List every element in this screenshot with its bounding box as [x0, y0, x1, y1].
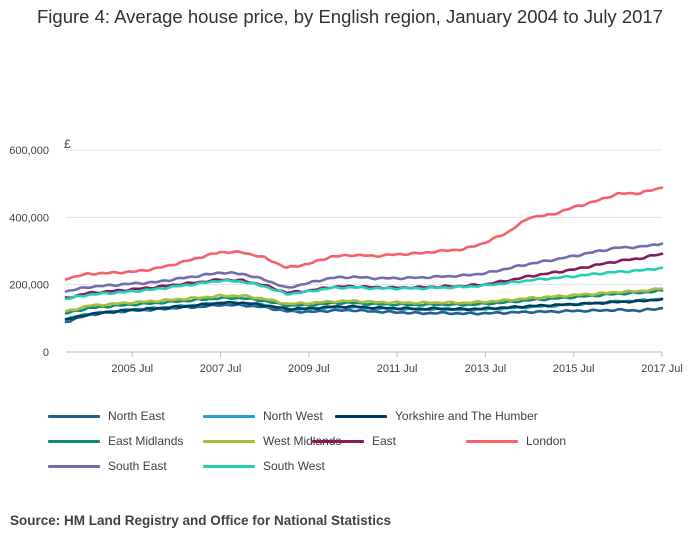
- legend-item[interactable]: East Midlands: [48, 431, 183, 451]
- x-tick-label: 2017 Jul: [641, 363, 683, 375]
- y-tick-label: 400,000: [9, 212, 49, 224]
- x-tick-label: 2009 Jul: [288, 363, 330, 375]
- source-note: Source: HM Land Registry and Office for …: [10, 513, 392, 528]
- legend-item[interactable]: Yorkshire and The Humber: [335, 406, 538, 426]
- series-lines: [64, 186, 664, 324]
- legend-label: North East: [108, 409, 165, 423]
- legend-swatch: [466, 439, 518, 443]
- y-axis-ticks: 0 200,000 400,000 600,000: [9, 145, 49, 359]
- series-line-south-west: [64, 266, 664, 301]
- legend-label: North West: [263, 409, 323, 423]
- legend-swatch: [203, 439, 255, 443]
- legend-swatch: [203, 464, 255, 468]
- y-tick-label: 0: [43, 347, 49, 359]
- legend-swatch: [335, 414, 387, 418]
- legend-swatch: [203, 414, 255, 418]
- y-tick-label: 200,000: [9, 280, 49, 292]
- legend-item[interactable]: East: [312, 431, 396, 451]
- legend-label: South West: [263, 459, 325, 473]
- x-tick-label: 2007 Jul: [200, 363, 242, 375]
- legend-label: East: [372, 434, 397, 448]
- y-tick-label: 600,000: [9, 145, 49, 157]
- legend-item[interactable]: North West: [203, 406, 323, 426]
- legend-swatch: [48, 414, 100, 418]
- legend-label: London: [526, 434, 567, 448]
- legend-item[interactable]: West Midlands: [203, 431, 341, 451]
- legend-item[interactable]: South East: [48, 456, 167, 476]
- x-tick-label: 2015 Jul: [553, 363, 595, 375]
- legend-swatch: [48, 439, 100, 443]
- legend-label: East Midlands: [108, 434, 184, 448]
- legend-swatch: [312, 439, 364, 443]
- x-tick-label: 2011 Jul: [377, 363, 418, 375]
- x-axis: 2005 Jul 2007 Jul 2009 Jul 2011 Jul 2013 Jul…: [66, 351, 683, 375]
- legend-item[interactable]: North East: [48, 406, 165, 426]
- x-tick-label: 2013 Jul: [465, 363, 507, 375]
- series-line-yorkshire-and-the-humber: [64, 297, 664, 321]
- series-line-south-east: [64, 242, 664, 293]
- legend-item[interactable]: London: [466, 431, 566, 451]
- gridlines: [66, 149, 662, 286]
- legend-swatch: [48, 464, 100, 468]
- x-tick-label: 2005 Jul: [111, 363, 153, 375]
- legend-item[interactable]: South West: [203, 456, 325, 476]
- chart-title: Figure 4: Average house price, by Englis…: [37, 6, 663, 27]
- legend-label: Yorkshire and The Humber: [395, 409, 538, 423]
- legend-label: West Midlands: [263, 434, 342, 448]
- line-chart: 0 200,000 400,000 600,000 £ 2005 Jul 2007 Ju…: [9, 137, 683, 375]
- legend-label: South East: [108, 459, 167, 473]
- y-axis-label: £: [64, 137, 71, 151]
- series-line-west-midlands: [64, 287, 664, 313]
- series-line-london: [64, 186, 664, 281]
